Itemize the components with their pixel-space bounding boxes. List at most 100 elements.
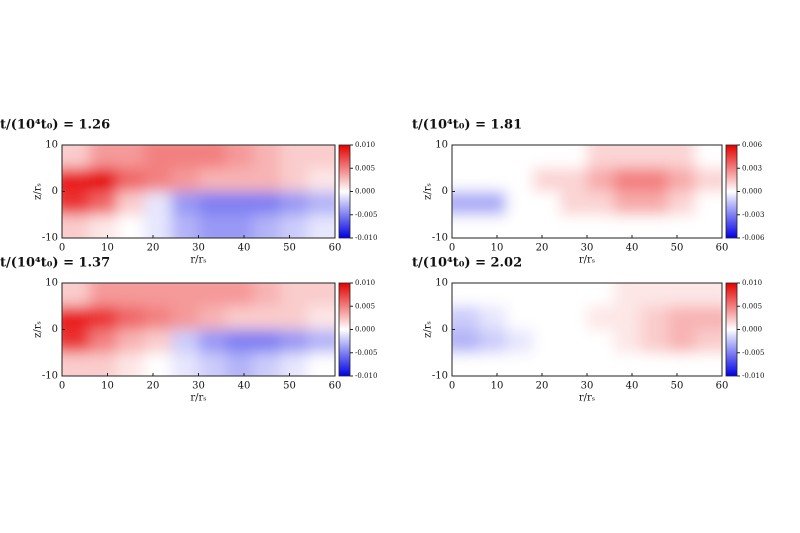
heatmap-cell <box>89 145 118 170</box>
y-tick-label: 10 <box>435 278 448 289</box>
heatmap-cell <box>668 283 696 308</box>
heatmap-cell <box>225 352 255 376</box>
x-axis-label: r/rₛ <box>190 393 206 404</box>
y-axis-label: z/rₛ <box>33 183 44 200</box>
heatmap-cell <box>452 306 480 331</box>
heatmap-cell <box>587 168 615 193</box>
heatmap-cell <box>533 145 561 170</box>
heatmap-cell <box>116 306 145 331</box>
heatmap-cell <box>171 329 200 354</box>
heatmap-cell <box>614 352 642 376</box>
heatmap-cell <box>143 214 173 238</box>
heatmap-cell <box>62 306 91 331</box>
heatmap-cell <box>587 306 615 331</box>
heatmap-cell <box>452 352 480 376</box>
heatmap-cell <box>143 145 173 170</box>
heatmap-cell <box>253 306 282 331</box>
heatmap-cell <box>198 214 227 238</box>
y-tick-label: 10 <box>435 140 448 151</box>
heatmap-cell <box>560 214 588 238</box>
heatmap-cell <box>533 306 561 331</box>
heatmap-cell <box>171 145 200 170</box>
x-tick-label: 30 <box>581 243 594 254</box>
heatmap-cell <box>641 214 669 238</box>
heatmap-cell <box>533 329 561 354</box>
heatmap-cell <box>560 283 588 308</box>
heatmap-clip <box>452 283 722 376</box>
heatmap-cell <box>560 168 588 193</box>
y-axis-label: z/rₛ <box>33 321 44 338</box>
panel-title: t/(10⁴t₀) = 1.26 <box>0 118 110 133</box>
heatmap-cell <box>506 191 534 216</box>
heatmap-cell <box>89 329 118 354</box>
heatmap-cell <box>307 145 335 170</box>
colorbar-tick-label: -0.006 <box>742 234 765 242</box>
heatmap-cell <box>452 145 480 170</box>
heatmap-cell <box>560 145 588 170</box>
heatmap-cell <box>225 191 255 216</box>
heatmap-cell <box>587 283 615 308</box>
heatmap-cell <box>62 283 91 308</box>
heatmap-cell <box>143 191 173 216</box>
heatmap-cell <box>614 168 642 193</box>
heatmap-cell <box>62 168 91 193</box>
x-tick-label: 0 <box>449 243 455 254</box>
x-tick-label: 10 <box>491 243 504 254</box>
colorbar-tick-label: 0.005 <box>742 302 762 310</box>
heatmap-cell <box>280 283 309 308</box>
heatmap-cell <box>225 145 255 170</box>
x-tick-label: 0 <box>449 381 455 392</box>
heatmap-cell <box>225 306 255 331</box>
heatmap-cell <box>307 329 335 354</box>
heatmap-cell <box>280 168 309 193</box>
heatmap-cell <box>280 352 309 376</box>
heatmap-cell <box>89 306 118 331</box>
heatmap-cell <box>171 352 200 376</box>
heatmap-cell <box>695 306 722 331</box>
heatmap-cell <box>280 306 309 331</box>
heatmap-cell <box>116 214 145 238</box>
heatmap-cell <box>506 306 534 331</box>
colorbar-tick-label: 0.000 <box>742 326 762 334</box>
colorbar-tick-label: 0.000 <box>355 326 375 334</box>
heatmap-cell <box>614 214 642 238</box>
heatmap-cell <box>253 214 282 238</box>
colorbar <box>338 144 351 239</box>
heatmap-cell <box>89 191 118 216</box>
heatmap-cell <box>452 214 480 238</box>
heatmap-cell <box>479 329 507 354</box>
heatmap-cell <box>641 306 669 331</box>
heatmap-cell <box>560 329 588 354</box>
x-tick-label: 20 <box>536 243 549 254</box>
heatmap-cell <box>533 191 561 216</box>
heatmap-cell <box>614 283 642 308</box>
y-tick-label: 10 <box>45 278 58 289</box>
heatmap-cell <box>253 283 282 308</box>
heatmap-cell <box>587 352 615 376</box>
heatmap-cell <box>62 191 91 216</box>
colorbar-tick-label: -0.005 <box>355 211 377 219</box>
heatmap-cell <box>198 306 227 331</box>
heatmap-cell <box>479 352 507 376</box>
heatmap-cell <box>62 352 91 376</box>
heatmap-cell <box>668 329 696 354</box>
heatmap-cell <box>479 145 507 170</box>
y-tick-label: -10 <box>42 233 58 244</box>
colorbar-tick-label: 0.005 <box>355 164 375 172</box>
heatmap-cell <box>479 306 507 331</box>
colorbar <box>725 282 738 377</box>
heatmap-cell <box>506 283 534 308</box>
heatmap-cell <box>307 214 335 238</box>
colorbar-tick-label: -0.005 <box>742 349 764 357</box>
x-tick-label: 60 <box>716 243 729 254</box>
heatmap-cell <box>695 329 722 354</box>
x-tick-label: 30 <box>581 381 594 392</box>
heatmap-cell <box>62 329 91 354</box>
heatmap-cell <box>280 191 309 216</box>
colorbar-tick-label: 0.000 <box>742 188 762 196</box>
x-tick-label: 60 <box>329 381 342 392</box>
heatmap-cell <box>479 191 507 216</box>
heatmap-cell <box>695 191 722 216</box>
heatmap-cell <box>198 283 227 308</box>
